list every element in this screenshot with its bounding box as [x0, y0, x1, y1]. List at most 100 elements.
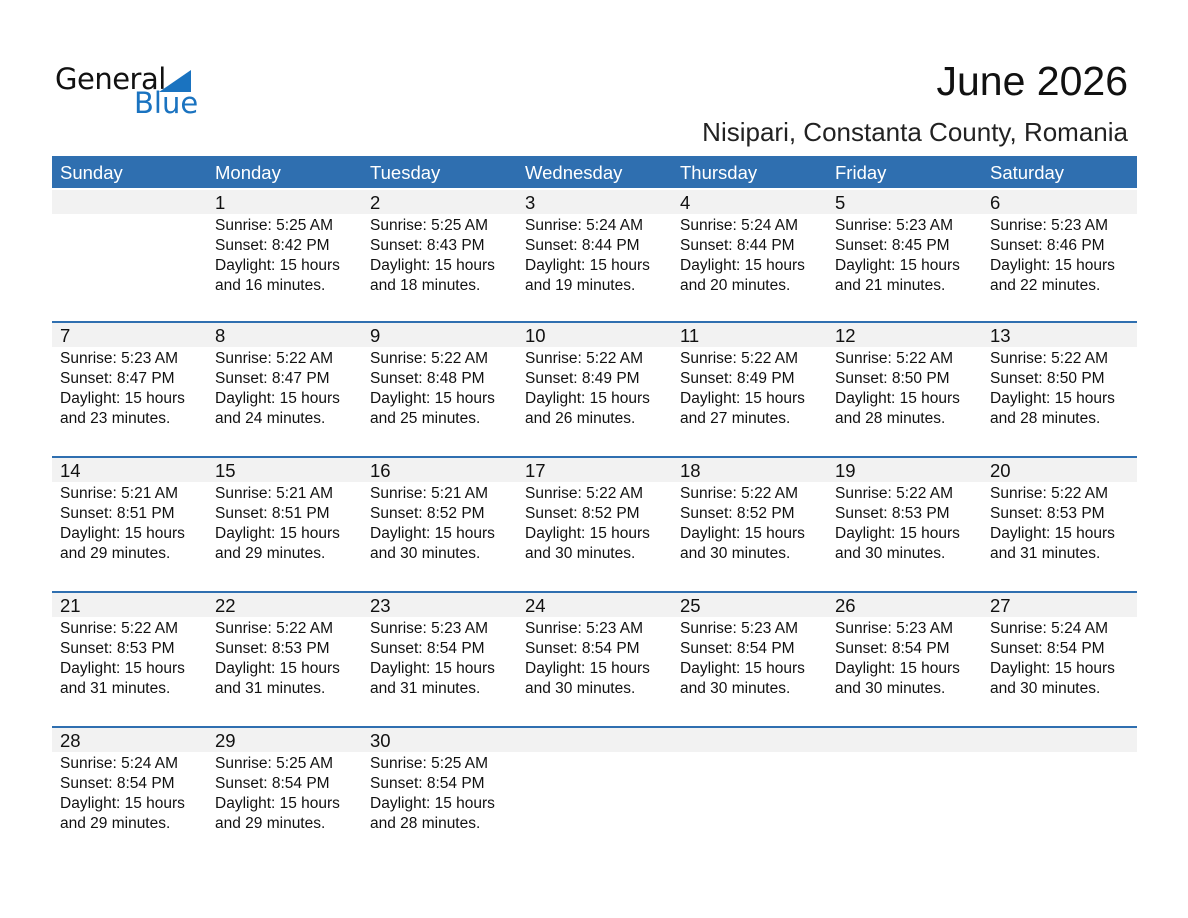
day-number: 21 [60, 595, 81, 616]
sunset-text: Sunset: 8:49 PM [525, 370, 640, 387]
daylight-minutes-text: and 29 minutes. [60, 545, 171, 562]
daylight-text: Daylight: 15 hours [60, 660, 185, 677]
day-cell: 28 Sunrise: 5:24 AM Sunset: 8:54 PM Dayligh… [52, 728, 207, 863]
sunrise-text: Sunrise: 5:22 AM [215, 620, 334, 637]
weekday-thursday: Thursday [680, 162, 758, 183]
day-cell: 13 Sunrise: 5:22 AM Sunset: 8:50 PM Dayligh… [982, 323, 1137, 458]
day-number: 1 [215, 192, 226, 213]
daylight-text: Daylight: 15 hours [525, 257, 650, 274]
day-number-band [52, 593, 1137, 617]
day-number-band [52, 323, 1137, 347]
daylight-minutes-text: and 31 minutes. [370, 680, 481, 697]
day-number: 8 [215, 325, 226, 346]
week-row: 28 Sunrise: 5:24 AM Sunset: 8:54 PM Dayligh… [52, 726, 1137, 861]
day-details: Sunrise: 5:22 AM Sunset: 8:47 PM Daylight:… [215, 349, 340, 429]
day-details: Sunrise: 5:22 AM Sunset: 8:49 PM Daylight:… [525, 349, 650, 429]
sunset-text: Sunset: 8:54 PM [370, 775, 485, 792]
sunset-text: Sunset: 8:43 PM [370, 237, 485, 254]
sunrise-text: Sunrise: 5:24 AM [525, 217, 644, 234]
sunrise-text: Sunrise: 5:23 AM [835, 620, 954, 637]
logo: General Blue [55, 62, 198, 122]
daylight-text: Daylight: 15 hours [370, 390, 495, 407]
sunrise-text: Sunrise: 5:22 AM [835, 350, 954, 367]
sunrise-text: Sunrise: 5:21 AM [370, 485, 489, 502]
day-cell: 10 Sunrise: 5:22 AM Sunset: 8:49 PM Dayligh… [517, 323, 672, 458]
day-details: Sunrise: 5:21 AM Sunset: 8:52 PM Daylight:… [370, 484, 495, 564]
day-number: 16 [370, 460, 391, 481]
day-number: 7 [60, 325, 71, 346]
day-details: Sunrise: 5:25 AM Sunset: 8:54 PM Daylight:… [215, 754, 340, 834]
weekday-wednesday: Wednesday [525, 162, 623, 183]
daylight-text: Daylight: 15 hours [990, 525, 1115, 542]
sunset-text: Sunset: 8:42 PM [215, 237, 330, 254]
day-number: 27 [990, 595, 1011, 616]
daylight-minutes-text: and 30 minutes. [835, 545, 946, 562]
day-details: Sunrise: 5:22 AM Sunset: 8:48 PM Daylight:… [370, 349, 495, 429]
day-cell: 25 Sunrise: 5:23 AM Sunset: 8:54 PM Dayligh… [672, 593, 827, 728]
sunset-text: Sunset: 8:54 PM [370, 640, 485, 657]
day-details: Sunrise: 5:23 AM Sunset: 8:54 PM Daylight:… [370, 619, 495, 699]
weekday-tuesday: Tuesday [370, 162, 441, 183]
day-details: Sunrise: 5:21 AM Sunset: 8:51 PM Daylight:… [60, 484, 185, 564]
sunrise-text: Sunrise: 5:22 AM [370, 350, 489, 367]
logo-text-general: General [55, 62, 166, 96]
day-cell: 9 Sunrise: 5:22 AM Sunset: 8:48 PM Daylight… [362, 323, 517, 458]
daylight-text: Daylight: 15 hours [525, 660, 650, 677]
daylight-minutes-text: and 30 minutes. [525, 545, 636, 562]
sunrise-text: Sunrise: 5:23 AM [60, 350, 179, 367]
sunrise-text: Sunrise: 5:22 AM [835, 485, 954, 502]
sunset-text: Sunset: 8:52 PM [525, 505, 640, 522]
day-cell: 16 Sunrise: 5:21 AM Sunset: 8:52 PM Dayligh… [362, 458, 517, 593]
sunrise-text: Sunrise: 5:25 AM [215, 217, 334, 234]
daylight-text: Daylight: 15 hours [680, 257, 805, 274]
daylight-minutes-text: and 28 minutes. [990, 410, 1101, 427]
weekday-saturday: Saturday [990, 162, 1065, 183]
sunset-text: Sunset: 8:50 PM [835, 370, 950, 387]
day-details: Sunrise: 5:24 AM Sunset: 8:44 PM Daylight:… [680, 216, 805, 296]
day-number: 3 [525, 192, 536, 213]
sunrise-text: Sunrise: 5:21 AM [215, 485, 334, 502]
weekday-monday: Monday [215, 162, 281, 183]
day-details: Sunrise: 5:23 AM Sunset: 8:47 PM Daylight:… [60, 349, 185, 429]
day-cell: 12 Sunrise: 5:22 AM Sunset: 8:50 PM Dayligh… [827, 323, 982, 458]
sunset-text: Sunset: 8:45 PM [835, 237, 950, 254]
day-number: 14 [60, 460, 81, 481]
day-cell: 26 Sunrise: 5:23 AM Sunset: 8:54 PM Dayligh… [827, 593, 982, 728]
sunrise-text: Sunrise: 5:22 AM [60, 620, 179, 637]
day-details: Sunrise: 5:22 AM Sunset: 8:52 PM Daylight:… [680, 484, 805, 564]
day-details: Sunrise: 5:24 AM Sunset: 8:54 PM Daylight:… [990, 619, 1115, 699]
day-number: 12 [835, 325, 856, 346]
day-cell: 22 Sunrise: 5:22 AM Sunset: 8:53 PM Dayligh… [207, 593, 362, 728]
day-cell: 2 Sunrise: 5:25 AM Sunset: 8:43 PM Daylight… [362, 188, 517, 323]
sunset-text: Sunset: 8:52 PM [370, 505, 485, 522]
day-number-band [52, 728, 1137, 752]
day-details: Sunrise: 5:23 AM Sunset: 8:54 PM Daylight:… [835, 619, 960, 699]
day-details: Sunrise: 5:25 AM Sunset: 8:54 PM Daylight:… [370, 754, 495, 834]
sunrise-text: Sunrise: 5:23 AM [990, 217, 1109, 234]
daylight-text: Daylight: 15 hours [680, 525, 805, 542]
daylight-minutes-text: and 30 minutes. [990, 680, 1101, 697]
day-number: 15 [215, 460, 236, 481]
daylight-text: Daylight: 15 hours [370, 660, 495, 677]
daylight-minutes-text: and 22 minutes. [990, 277, 1101, 294]
daylight-minutes-text: and 30 minutes. [835, 680, 946, 697]
day-number: 22 [215, 595, 236, 616]
day-number: 17 [525, 460, 546, 481]
logo-triangle-icon [159, 70, 191, 92]
day-number: 2 [370, 192, 381, 213]
daylight-text: Daylight: 15 hours [680, 660, 805, 677]
daylight-minutes-text: and 28 minutes. [835, 410, 946, 427]
day-number: 29 [215, 730, 236, 751]
day-details: Sunrise: 5:22 AM Sunset: 8:50 PM Daylight:… [990, 349, 1115, 429]
day-number: 10 [525, 325, 546, 346]
daylight-minutes-text: and 19 minutes. [525, 277, 636, 294]
daylight-text: Daylight: 15 hours [990, 390, 1115, 407]
day-details: Sunrise: 5:22 AM Sunset: 8:53 PM Daylight:… [60, 619, 185, 699]
sunset-text: Sunset: 8:48 PM [370, 370, 485, 387]
day-cell: 5 Sunrise: 5:23 AM Sunset: 8:45 PM Daylight… [827, 188, 982, 323]
daylight-text: Daylight: 15 hours [60, 390, 185, 407]
day-number: 26 [835, 595, 856, 616]
daylight-minutes-text: and 31 minutes. [60, 680, 171, 697]
sunrise-text: Sunrise: 5:23 AM [680, 620, 799, 637]
day-cell: 6 Sunrise: 5:23 AM Sunset: 8:46 PM Daylight… [982, 188, 1137, 323]
